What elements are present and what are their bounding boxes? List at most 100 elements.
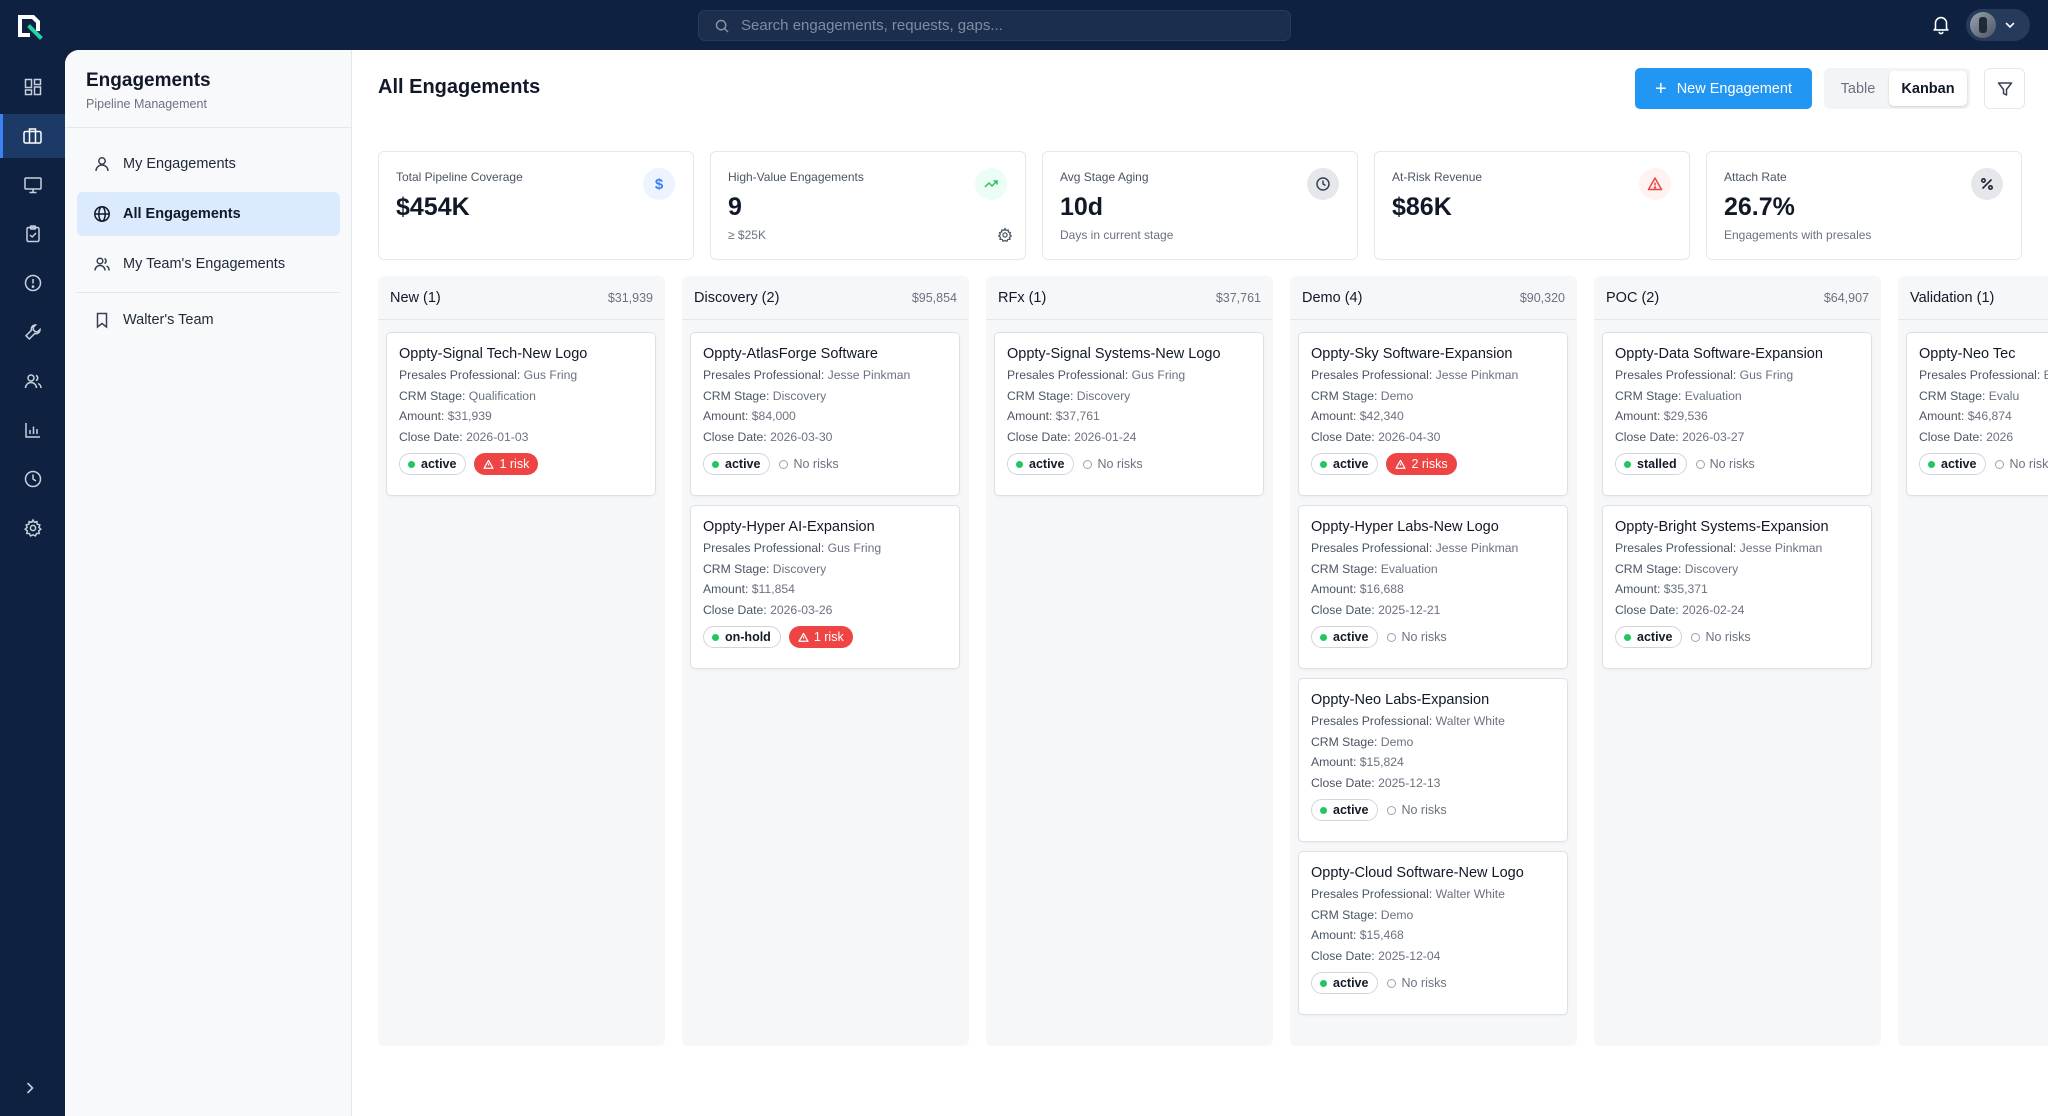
expand-sidebar-button[interactable]: [22, 1080, 38, 1101]
column-title: Demo (4): [1302, 289, 1363, 306]
status-label: active: [1333, 630, 1369, 645]
field-value: $46,874: [1967, 409, 2012, 424]
new-engagement-button[interactable]: + New Engagement: [1635, 68, 1812, 109]
nav-all-engagements[interactable]: All Engagements: [77, 192, 340, 236]
status-badge: active: [1615, 626, 1683, 649]
card-title: Oppty-Hyper AI-Expansion: [703, 519, 875, 535]
field-label: CRM Stage:: [1007, 388, 1074, 403]
risk-badge[interactable]: 1 risk: [474, 453, 539, 476]
subnav-title: Engagements: [86, 70, 211, 91]
kpi-attach-rate: Attach Rate 26.7% Engagements with presa…: [1706, 151, 2022, 260]
top-bar: [0, 0, 2048, 50]
rail-analytics[interactable]: [0, 408, 65, 452]
field-value: 2026-02-24: [1682, 602, 1745, 617]
field-label: Close Date:: [1311, 429, 1375, 444]
kanban-column: Validation (1) Oppty-Neo Tec Presales Prof…: [1898, 276, 2048, 1046]
card-amount: Amount: $15,824: [1311, 755, 1555, 770]
status-label: active: [1029, 457, 1065, 472]
card-tags: active 2 risks: [1311, 453, 1555, 476]
rail-settings[interactable]: [0, 506, 65, 550]
rail-people[interactable]: [0, 359, 65, 403]
view-kanban-button[interactable]: Kanban: [1889, 71, 1967, 106]
card-close-date: Close Date: 2026-03-27: [1615, 430, 1859, 445]
rail-dashboard[interactable]: [0, 65, 65, 109]
clock-icon: [24, 470, 41, 488]
engagement-card[interactable]: Oppty-Sky Software-Expansion Presales Pro…: [1298, 332, 1568, 496]
search-input[interactable]: [741, 17, 1261, 34]
card-amount: Amount: $35,371: [1615, 582, 1859, 597]
card-crm-stage: CRM Stage: Evaluation: [1311, 562, 1555, 577]
rail-history[interactable]: [0, 457, 65, 501]
engagement-card[interactable]: Oppty-AtlasForge Software Presales Profes…: [690, 332, 960, 496]
engagement-card[interactable]: Oppty-Hyper AI-Expansion Presales Profess…: [690, 505, 960, 669]
nav-label: All Engagements: [123, 206, 241, 222]
field-value: $84,000: [751, 409, 796, 424]
field-value: 2026: [1986, 429, 2014, 444]
field-value: $16,688: [1359, 582, 1404, 597]
field-value: $29,536: [1663, 409, 1708, 424]
engagement-card[interactable]: Oppty-Bright Systems-Expansion Presales P…: [1602, 505, 1872, 669]
user-menu[interactable]: [1966, 9, 2030, 41]
engagement-card[interactable]: Oppty-Neo Labs-Expansion Presales Profess…: [1298, 678, 1568, 842]
card-presales: Presales Professional: Gus Fring: [703, 541, 947, 556]
column-title: Discovery (2): [694, 289, 780, 306]
risk-badge[interactable]: 1 risk: [788, 626, 853, 649]
rail-tasks[interactable]: [0, 212, 65, 256]
engagement-card[interactable]: Oppty-Signal Tech-New Logo Presales Profe…: [386, 332, 656, 496]
chevron-right-icon: [27, 1082, 34, 1094]
card-title: Oppty-Neo Tec: [1919, 346, 2016, 362]
field-value: Gus Fring: [1131, 368, 1186, 382]
field-value: Evaluation: [1380, 561, 1438, 576]
engagement-card[interactable]: Oppty-Data Software-Expansion Presales Pr…: [1602, 332, 1872, 496]
nav-my-team-engagements[interactable]: My Team's Engagements: [77, 242, 340, 286]
nav-my-engagements[interactable]: My Engagements: [77, 142, 340, 186]
briefcase-icon: [23, 128, 42, 144]
gear-icon: [997, 227, 1013, 243]
field-label: Presales Professional:: [1311, 541, 1433, 555]
filter-button[interactable]: [1984, 68, 2025, 109]
circle-icon: [1995, 459, 2005, 469]
field-value: $35,371: [1663, 582, 1708, 597]
field-label: CRM Stage:: [1311, 734, 1378, 749]
circle-icon: [1387, 632, 1397, 642]
card-amount: Amount: $15,468: [1311, 928, 1555, 943]
rail-presentations[interactable]: [0, 163, 65, 207]
nav-walters-team[interactable]: Walter's Team: [77, 298, 340, 342]
engagement-card[interactable]: Oppty-Neo Tec Presales Professional: Eval…: [1906, 332, 2048, 496]
field-label: Close Date:: [1311, 775, 1375, 790]
field-label: Amount:: [1919, 409, 1965, 424]
circle-icon: [1695, 459, 1705, 469]
column-title: RFx (1): [998, 289, 1047, 306]
kpi-note: ≥ $25K: [728, 228, 766, 242]
bar-chart-icon: [24, 423, 40, 438]
engagement-card[interactable]: Oppty-Signal Systems-New Logo Presales Pr…: [994, 332, 1264, 496]
kanban-column: POC (2) $64,907 Oppty-Data Software-Expans…: [1594, 276, 1881, 1046]
global-search[interactable]: [698, 10, 1291, 41]
field-value: $15,468: [1359, 928, 1404, 943]
rail-tools[interactable]: [0, 310, 65, 354]
engagement-card[interactable]: Oppty-Cloud Software-New Logo Presales Pr…: [1298, 851, 1568, 1015]
rail-alerts[interactable]: [0, 261, 65, 305]
bell-icon[interactable]: [1930, 13, 1952, 40]
main-panel: Engagements Pipeline Management My Engag…: [65, 50, 2048, 1116]
circle-icon: [1387, 978, 1397, 988]
rail-engagements[interactable]: [0, 114, 65, 158]
risk-badge[interactable]: 2 risks: [1386, 453, 1457, 476]
engagement-card[interactable]: Oppty-Hyper Labs-New Logo Presales Profes…: [1298, 505, 1568, 669]
card-presales: Presales Professional: Gus Fring: [399, 368, 643, 383]
app-logo-icon[interactable]: [14, 11, 44, 41]
icon-rail: [0, 50, 65, 1116]
view-table-button[interactable]: Table: [1840, 80, 1876, 97]
card-close-date: Close Date: 2026-01-24: [1007, 430, 1251, 445]
field-label: Presales Professional:: [1311, 887, 1433, 901]
card-amount: Amount: $46,874: [1919, 409, 2048, 424]
card-close-date: Close Date: 2025-12-04: [1311, 949, 1555, 964]
field-label: Presales Professional:: [1919, 368, 2041, 382]
view-toggle: Table Kanban: [1824, 68, 1970, 109]
field-value: Evalu: [1988, 388, 2020, 403]
field-label: Presales Professional:: [703, 541, 825, 555]
wrench-icon: [24, 324, 41, 341]
kpi-settings-button[interactable]: [997, 227, 1013, 248]
card-presales: Presales Professional: Jesse Pinkman: [703, 368, 947, 383]
field-value: Jesse Pinkman: [827, 368, 911, 382]
